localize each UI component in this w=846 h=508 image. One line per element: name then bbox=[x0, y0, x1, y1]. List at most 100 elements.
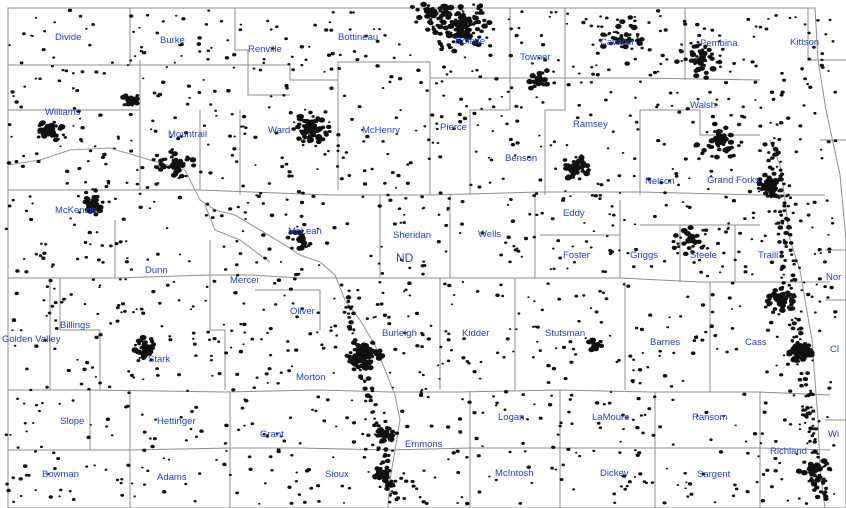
location-dot bbox=[389, 74, 394, 79]
location-dot bbox=[717, 227, 721, 231]
location-dot bbox=[589, 80, 594, 84]
location-dot bbox=[771, 180, 776, 184]
location-dot bbox=[570, 422, 574, 425]
county-label-towner: Towner bbox=[520, 52, 551, 63]
location-dot bbox=[533, 403, 536, 406]
location-dot bbox=[801, 470, 808, 476]
location-dot bbox=[221, 177, 224, 180]
location-dot bbox=[96, 207, 104, 214]
location-dot bbox=[94, 188, 98, 191]
location-dot bbox=[61, 297, 66, 301]
location-dot bbox=[523, 236, 529, 241]
location-dot bbox=[174, 14, 178, 17]
location-dot bbox=[826, 416, 829, 419]
location-dot bbox=[184, 174, 188, 178]
location-dot bbox=[226, 39, 230, 42]
county-label-mckenzie: McKenzie bbox=[55, 205, 97, 216]
location-dot bbox=[230, 112, 234, 116]
location-dot bbox=[192, 342, 197, 346]
location-dot bbox=[757, 177, 763, 182]
location-dot bbox=[456, 25, 461, 29]
location-dot bbox=[769, 485, 774, 489]
location-dot bbox=[421, 207, 425, 210]
location-dot bbox=[577, 103, 581, 107]
location-dot bbox=[244, 399, 249, 403]
location-dot bbox=[129, 268, 133, 271]
county-label-divide: Divide bbox=[55, 32, 81, 43]
county-label-barnes: Barnes bbox=[650, 337, 680, 348]
location-dot bbox=[393, 479, 398, 483]
location-dot bbox=[102, 72, 107, 75]
location-dot bbox=[300, 63, 304, 67]
location-dot bbox=[11, 198, 15, 202]
location-dot bbox=[463, 34, 471, 40]
location-dot bbox=[136, 169, 139, 172]
location-dot bbox=[321, 202, 325, 206]
location-dot bbox=[286, 349, 290, 352]
location-dot bbox=[416, 68, 421, 73]
location-dot bbox=[474, 20, 479, 25]
location-dot bbox=[80, 125, 85, 130]
location-dot bbox=[827, 386, 832, 390]
location-dot bbox=[818, 475, 823, 479]
location-dot bbox=[772, 288, 778, 293]
location-dot bbox=[121, 302, 126, 306]
location-dot bbox=[376, 448, 380, 452]
location-dot bbox=[107, 385, 112, 389]
location-dot bbox=[759, 106, 763, 109]
location-dot bbox=[696, 97, 700, 101]
location-dot bbox=[84, 181, 88, 184]
location-dot bbox=[369, 386, 375, 391]
location-dot bbox=[217, 340, 221, 343]
location-dot bbox=[12, 95, 15, 98]
location-dot bbox=[34, 344, 39, 348]
location-dot bbox=[433, 11, 439, 16]
location-dot bbox=[126, 463, 131, 467]
location-dot bbox=[255, 376, 259, 379]
location-dot bbox=[779, 373, 784, 377]
location-dot bbox=[540, 308, 544, 312]
location-dot bbox=[532, 235, 537, 239]
location-dot bbox=[352, 338, 358, 343]
location-dot bbox=[124, 278, 128, 281]
location-dot bbox=[304, 120, 310, 125]
location-dot bbox=[819, 252, 822, 255]
location-dot bbox=[762, 410, 767, 414]
location-dot bbox=[12, 500, 16, 504]
location-dot bbox=[631, 380, 635, 384]
location-dot bbox=[139, 49, 143, 53]
location-dot bbox=[436, 240, 441, 244]
location-dot bbox=[142, 448, 147, 452]
location-dot bbox=[799, 310, 803, 313]
location-dot bbox=[154, 153, 160, 158]
location-dot bbox=[579, 81, 583, 84]
location-dot bbox=[440, 46, 445, 50]
location-dot bbox=[609, 390, 613, 394]
location-dot bbox=[173, 157, 179, 161]
location-dot bbox=[56, 457, 61, 461]
location-dot bbox=[267, 367, 272, 371]
location-dot bbox=[389, 492, 393, 495]
location-dot bbox=[378, 428, 385, 433]
county-line bbox=[209, 240, 226, 390]
location-dot bbox=[63, 136, 68, 139]
location-dot bbox=[638, 472, 643, 476]
location-dot bbox=[285, 198, 289, 201]
location-dot bbox=[25, 430, 28, 433]
location-dot bbox=[823, 285, 827, 289]
location-dot bbox=[773, 468, 778, 473]
county-line bbox=[8, 447, 831, 451]
location-dot bbox=[572, 260, 577, 264]
location-dot bbox=[727, 222, 731, 225]
location-dot bbox=[816, 465, 823, 472]
location-dot bbox=[459, 42, 464, 46]
location-dot bbox=[323, 153, 327, 156]
location-dot bbox=[634, 449, 637, 452]
location-dot bbox=[638, 381, 642, 385]
location-dot bbox=[380, 272, 385, 275]
location-dot bbox=[301, 144, 305, 147]
location-dot bbox=[563, 163, 568, 167]
location-dot bbox=[705, 246, 710, 250]
location-dot bbox=[674, 59, 680, 64]
